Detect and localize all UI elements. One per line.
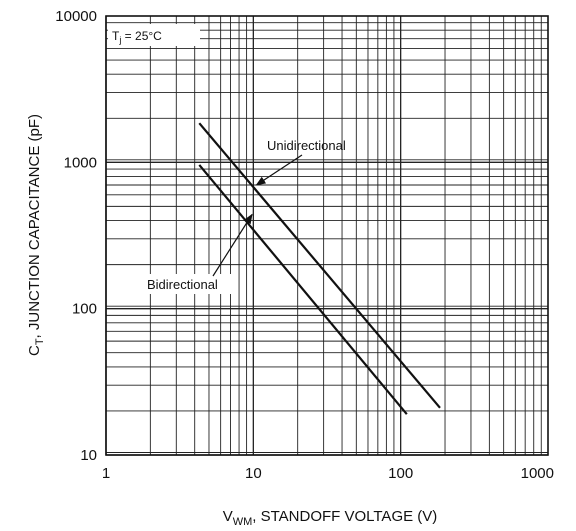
series-line-bidirectional [198, 164, 408, 415]
condition-box-bg [108, 24, 200, 46]
x-tick-label: 1000 [521, 465, 554, 482]
annotation-bg-bidirectional [143, 274, 231, 294]
x-axis-title: VWM, STANDOFF VOLTAGE (V) [223, 508, 438, 528]
series-group [198, 122, 441, 415]
grid-lines [105, 16, 548, 456]
plot-frame [105, 15, 549, 456]
series-line-unidirectional [198, 122, 441, 409]
y-axis-title: CT, JUNCTION CAPACITANCE (pF) [26, 114, 46, 356]
x-tick-label: 100 [388, 465, 413, 482]
condition-label: Tj = 25°C [112, 29, 162, 45]
annotation-label-unidirectional: Unidirectional [267, 138, 346, 153]
x-tick-labels: 1 10 100 1000 [102, 465, 554, 482]
y-tick-label: 1000 [64, 154, 97, 171]
annotation-arrow-bidirectional [212, 213, 253, 277]
y-tick-labels: 10 100 1000 10000 [55, 8, 97, 464]
annotations: Unidirectional Bidirectional [143, 138, 346, 294]
annotation-label-bidirectional: Bidirectional [147, 277, 218, 292]
y-tick-label: 10 [80, 447, 97, 464]
condition-box: Tj = 25°C [108, 24, 200, 46]
x-tick-label: 10 [245, 465, 262, 482]
annotation-arrow-unidirectional [255, 154, 303, 186]
y-tick-label: 100 [72, 301, 97, 318]
x-tick-label: 1 [102, 465, 110, 482]
y-tick-label: 10000 [55, 8, 97, 25]
